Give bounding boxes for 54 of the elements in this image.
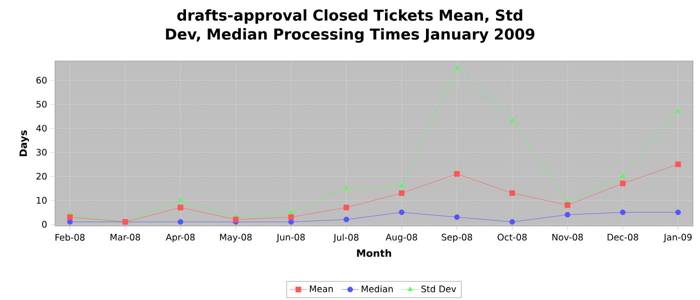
point — [178, 198, 183, 202]
point — [676, 108, 681, 113]
x-tick-label: May-08 — [220, 234, 252, 242]
point — [509, 219, 516, 225]
x-tick-label: Oct-08 — [498, 234, 527, 241]
point — [510, 118, 515, 123]
y-tick-label: 10 — [36, 196, 47, 204]
x-tick-label: Dec-08 — [608, 234, 638, 241]
x-tick-label: Mar-08 — [110, 234, 140, 241]
point — [344, 204, 350, 210]
point — [454, 171, 460, 177]
x-tick-label: Jun-08 — [276, 234, 305, 242]
legend-label: Mean — [310, 286, 333, 292]
point — [178, 204, 184, 210]
x-axis-title: Month — [357, 249, 392, 257]
x-tick-label: Jul-08 — [333, 234, 358, 242]
x-tick-label: Nov-08 — [552, 234, 583, 241]
y-tick-label: 60 — [36, 76, 47, 84]
point — [454, 214, 460, 220]
point — [399, 183, 404, 188]
point — [288, 210, 294, 214]
point — [398, 190, 404, 196]
point — [675, 161, 681, 168]
point — [67, 214, 73, 220]
point — [67, 219, 73, 225]
point — [564, 202, 570, 208]
point — [509, 190, 516, 196]
y-axis-title: Days — [20, 130, 29, 156]
point — [288, 219, 294, 225]
x-tick-label: Sep-08 — [442, 234, 472, 242]
x-tick-label: Aug-08 — [386, 234, 418, 242]
x-tick-label: Apr-08 — [166, 234, 195, 242]
y-tick-label: 20 — [36, 172, 47, 180]
x-tick-label: Feb-08 — [56, 234, 85, 241]
point — [344, 216, 350, 222]
point — [620, 210, 626, 216]
y-tick-label: 0 — [42, 220, 47, 228]
point — [398, 210, 404, 216]
chart-title: drafts-approval Closed Tickets Mean, Std Dev, Median Processing Times January 2009 — [166, 9, 534, 43]
legend-label: Std Dev — [421, 285, 456, 292]
point — [344, 185, 349, 190]
point — [620, 173, 626, 178]
y-tick-label: 40 — [36, 124, 47, 132]
point — [232, 216, 239, 222]
y-tick-label: 30 — [36, 148, 47, 156]
point — [675, 210, 681, 216]
point — [454, 65, 460, 70]
point — [564, 212, 570, 218]
legend-label: Median — [362, 285, 393, 292]
y-tick-label: 50 — [36, 100, 47, 108]
x-tick-label: Jan-09 — [663, 234, 692, 242]
point — [288, 214, 294, 220]
point — [620, 180, 626, 186]
point — [178, 219, 184, 225]
